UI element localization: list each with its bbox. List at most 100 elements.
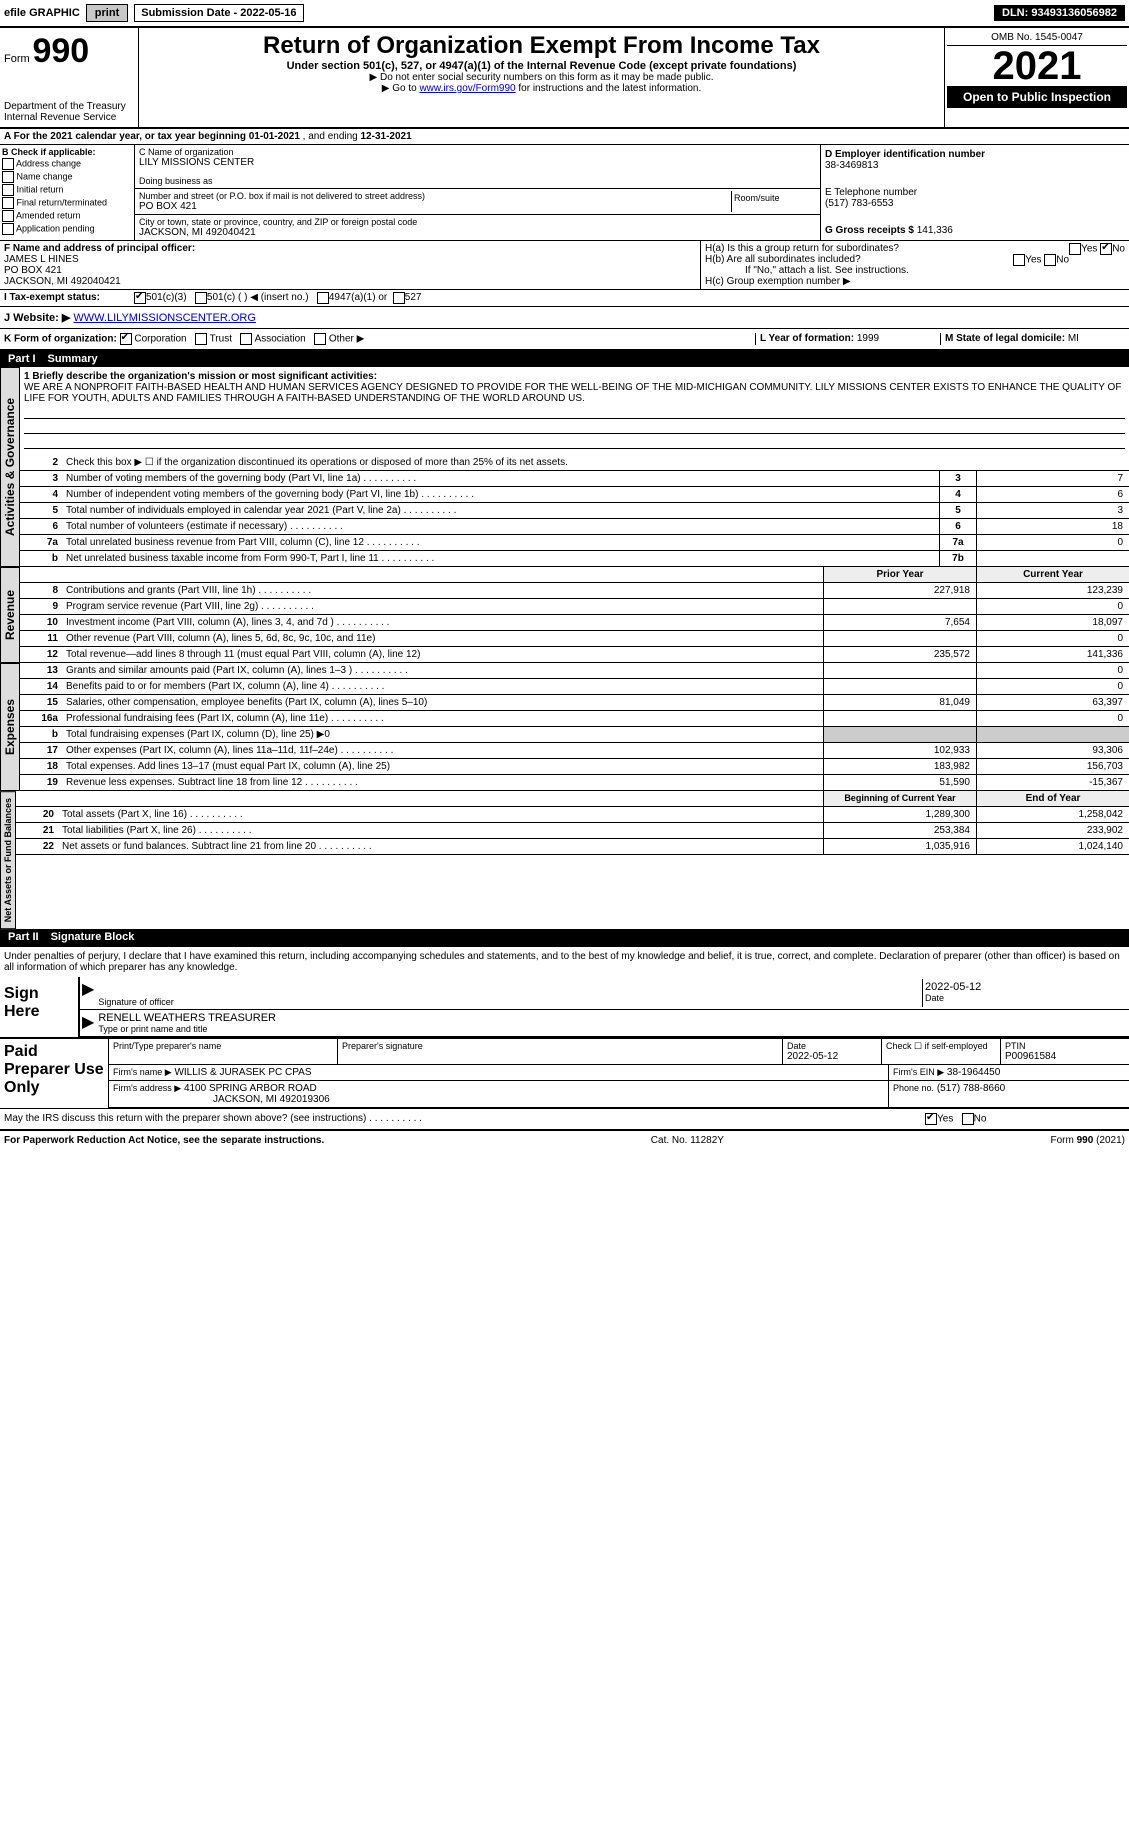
chk-501c3[interactable] [134,292,146,304]
line-5: 5Total number of individuals employed in… [20,503,1129,519]
chk-amended[interactable]: Amended return [2,210,132,222]
underline [24,421,1125,434]
firm-label: Firm's name ▶ [113,1067,172,1077]
ein: 38-3469813 [825,160,1125,171]
year-box: OMB No. 1545-0047 2021 Open to Public In… [944,28,1129,127]
section-bcd: B Check if applicable: Address change Na… [0,145,1129,241]
firm-addr2: JACKSON, MI 492019306 [113,1094,330,1105]
year-formation: L Year of formation: 1999 [755,333,940,345]
vtab-governance: Activities & Governance [0,367,20,567]
line-12: 12Total revenue—add lines 8 through 11 (… [20,647,1129,663]
ptin: P00961584 [1005,1051,1125,1062]
sign-here-label: Sign Here [0,977,78,1037]
h-a: H(a) Is this a group return for subordin… [705,243,1125,254]
paid-preparer: Paid Preparer Use Only Print/Type prepar… [0,1037,1129,1108]
line-17: 17Other expenses (Part IX, column (A), l… [20,743,1129,759]
firm-addr1: 4100 SPRING ARBOR ROAD [184,1083,317,1094]
row-klm: K Form of organization: Corporation Trus… [0,329,1129,351]
chk-527[interactable] [393,292,405,304]
chk-address[interactable]: Address change [2,158,132,170]
state-domicile: M State of legal domicile: MI [940,333,1125,345]
chk-other[interactable] [314,333,326,345]
print-button[interactable]: print [86,4,128,22]
row-fh: F Name and address of principal officer:… [0,241,1129,290]
chk-501c[interactable] [195,292,207,304]
website-link[interactable]: WWW.LILYMISSIONSCENTER.ORG [73,312,256,324]
line-8: 8Contributions and grants (Part VIII, li… [20,583,1129,599]
prep-sig-label: Preparer's signature [337,1039,782,1064]
mission-block: 1 Briefly describe the organization's mi… [20,367,1129,455]
row-a-begin: 01-01-2021 [249,131,300,142]
col-b: B Check if applicable: Address change Na… [0,145,135,240]
efile-label: efile GRAPHIC [4,7,80,19]
line-14: 14Benefits paid to or for members (Part … [20,679,1129,695]
chk-initial[interactable]: Initial return [2,184,132,196]
may-no[interactable] [962,1113,974,1125]
line-6: 6Total number of volunteers (estimate if… [20,519,1129,535]
city-row: City or town, state or province, country… [135,215,820,240]
tax-year: 2021 [947,46,1127,86]
part2-title: Signature Block [51,931,135,943]
firm-phone-label: Phone no. [893,1083,934,1093]
part1-header: Part I Summary [0,351,1129,367]
form-number: 990 [32,32,89,70]
declaration: Under penalties of perjury, I declare th… [4,951,1125,973]
rev-header: Prior YearCurrent Year [20,567,1129,583]
form-org-label: K Form of organization: [4,334,117,345]
cat-no: Cat. No. 11282Y [651,1135,724,1146]
col-b-label: B Check if applicable: [2,147,96,157]
room-label: Room/suite [731,191,816,212]
tel-label: E Telephone number [825,187,1125,198]
form-header: Form 990 Department of the Treasury Inte… [0,28,1129,129]
chk-pending[interactable]: Application pending [2,223,132,235]
prep-grid: Print/Type preparer's name Preparer's si… [108,1039,1129,1108]
prep-row-1: Print/Type preparer's name Preparer's si… [108,1039,1129,1065]
line-4: 4Number of independent voting members of… [20,487,1129,503]
officer-city: JACKSON, MI 492040421 [4,276,121,287]
form-number-box: Form 990 Department of the Treasury Inte… [0,28,139,127]
revenue-content: Prior YearCurrent Year 8Contributions an… [20,567,1129,663]
line-10: 10Investment income (Part VIII, column (… [20,615,1129,631]
chk-assoc[interactable] [240,333,252,345]
goto-note: ▶ Go to www.irs.gov/Form990 for instruct… [143,83,940,94]
chk-trust[interactable] [195,333,207,345]
paid-prep-label: Paid Preparer Use Only [0,1039,108,1108]
chk-final[interactable]: Final return/terminated [2,197,132,209]
vtab-revenue: Revenue [0,567,20,663]
dept-treasury: Department of the Treasury [4,101,134,112]
arrow-icon: ▶ [82,1012,94,1034]
prep-name-label: Print/Type preparer's name [108,1039,337,1064]
line-16a: 16aProfessional fundraising fees (Part I… [20,711,1129,727]
row-a-tax-year: A For the 2021 calendar year, or tax yea… [0,129,1129,145]
line-22: 22Net assets or fund balances. Subtract … [16,839,1129,855]
firm-addr-label: Firm's address ▶ [113,1083,181,1093]
signature-block: Under penalties of perjury, I declare th… [0,945,1129,977]
goto-post: for instructions and the latest informat… [518,83,701,94]
net-header: Beginning of Current YearEnd of Year [16,791,1129,807]
sig-officer-label: Signature of officer [98,997,922,1007]
main-title: Return of Organization Exempt From Incom… [143,32,940,60]
irs-link[interactable]: www.irs.gov/Form990 [419,83,515,94]
ein-label: D Employer identification number [825,149,985,160]
prep-date: 2022-05-12 [787,1051,877,1062]
summary-grid: Activities & Governance 1 Briefly descri… [0,367,1129,567]
row-j: J Website: ▶ WWW.LILYMISSIONSCENTER.ORG [0,307,1129,329]
prep-date-label: Date [787,1041,877,1051]
line-16b: bTotal fundraising expenses (Part IX, co… [20,727,1129,743]
may-yes[interactable] [925,1113,937,1125]
line-9: 9Program service revenue (Part VIII, lin… [20,599,1129,615]
prep-row-3: Firm's address ▶ 4100 SPRING ARBOR ROAD … [108,1081,1129,1108]
chk-4947[interactable] [317,292,329,304]
subtitle: Under section 501(c), 527, or 4947(a)(1)… [143,60,940,72]
top-bar: efile GRAPHIC print Submission Date - 20… [0,0,1129,28]
may-irs: May the IRS discuss this return with the… [0,1109,921,1129]
street: PO BOX 421 [139,201,731,212]
h-b-note: If "No," attach a list. See instructions… [705,265,1125,276]
chk-name[interactable]: Name change [2,171,132,183]
mission-text: WE ARE A NONPROFIT FAITH-BASED HEALTH AN… [24,382,1121,404]
sig-officer-row: ▶ Signature of officer 2022-05-12 Date [80,977,1129,1010]
org-name-row: C Name of organization LILY MISSIONS CEN… [135,145,820,189]
sig-name: RENELL WEATHERS TREASURER [98,1012,1127,1024]
title-box: Return of Organization Exempt From Incom… [139,28,944,127]
chk-corp[interactable] [120,333,132,345]
